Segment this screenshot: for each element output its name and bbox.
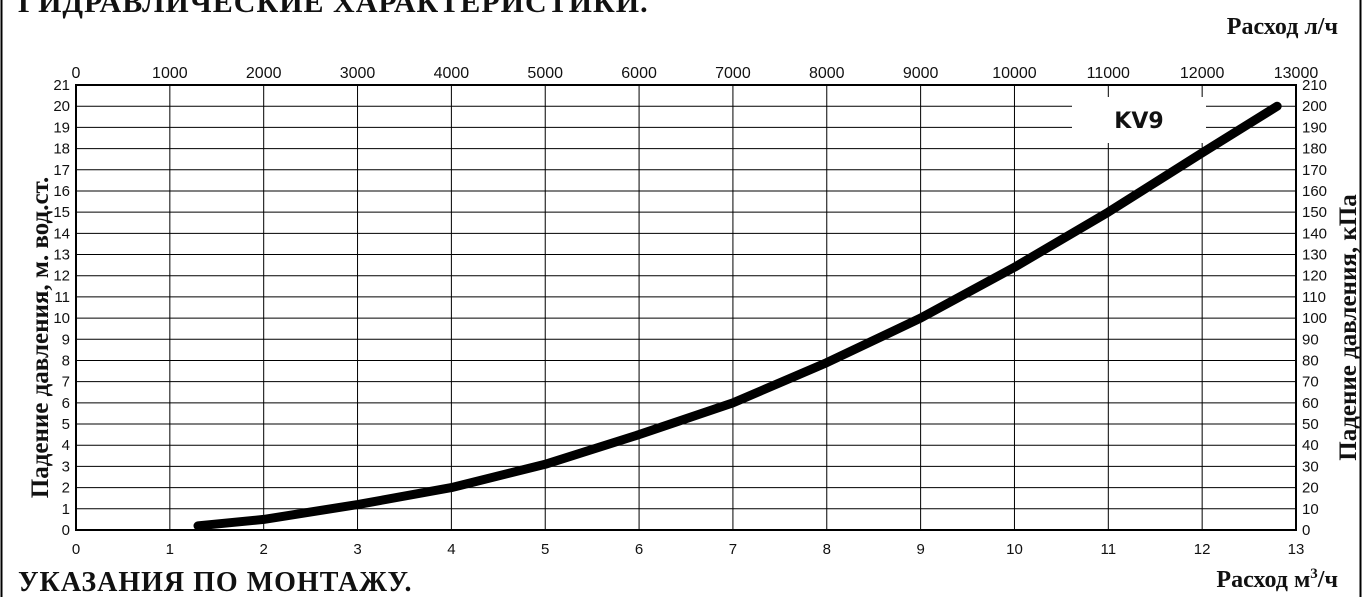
y-tick-right-label: 120 bbox=[1302, 268, 1327, 285]
x-tick-top-label: 9000 bbox=[903, 65, 939, 82]
y-tick-right-label: 110 bbox=[1302, 289, 1326, 306]
x-tick-top-label: 6000 bbox=[621, 65, 657, 82]
y-tick-left-label: 6 bbox=[62, 395, 70, 412]
x-tick-bottom-label: 2 bbox=[260, 541, 268, 558]
y-tick-left-label: 12 bbox=[53, 268, 70, 285]
x-tick-bottom-label: 3 bbox=[353, 541, 361, 558]
y-tick-right-label: 10 bbox=[1302, 501, 1319, 518]
x-tick-bottom-label: 11 bbox=[1101, 541, 1117, 558]
y-tick-right-label: 20 bbox=[1302, 480, 1319, 497]
x-tick-top-label: 12000 bbox=[1180, 65, 1225, 82]
x-tick-top-label: 4000 bbox=[434, 65, 470, 82]
x-tick-top-label: 10000 bbox=[992, 65, 1037, 82]
x-tick-top-label: 3000 bbox=[340, 65, 376, 82]
y-tick-left-label: 1 bbox=[62, 501, 70, 518]
x-tick-top-label: 7000 bbox=[715, 65, 751, 82]
y-tick-right-label: 70 bbox=[1302, 374, 1319, 391]
x-tick-bottom-label: 7 bbox=[729, 541, 737, 558]
y-tick-left-label: 20 bbox=[53, 98, 70, 115]
x-tick-bottom-label: 4 bbox=[447, 541, 455, 558]
y-tick-left-label: 19 bbox=[53, 119, 70, 136]
x-tick-bottom-label: 0 bbox=[72, 541, 80, 558]
x-tick-bottom-label: 12 bbox=[1194, 541, 1211, 558]
y-axis-left-title: Падение давления, м. вод.ст. bbox=[27, 177, 54, 498]
y-tick-left-label: 15 bbox=[53, 204, 70, 221]
y-tick-right-label: 100 bbox=[1302, 310, 1327, 327]
x-tick-bottom-label: 10 bbox=[1006, 541, 1023, 558]
y-tick-left-label: 10 bbox=[53, 310, 70, 327]
y-tick-right-label: 200 bbox=[1302, 98, 1327, 115]
legend-box bbox=[1072, 97, 1206, 143]
y-tick-left-label: 14 bbox=[53, 225, 70, 242]
y-tick-right-label: 30 bbox=[1302, 458, 1319, 475]
x-tick-bottom-label: 6 bbox=[635, 541, 643, 558]
x-tick-top-label: 2000 bbox=[246, 65, 282, 82]
y-tick-left-label: 11 bbox=[54, 289, 70, 306]
y-tick-right-label: 190 bbox=[1302, 119, 1327, 136]
y-tick-left-label: 0 bbox=[62, 522, 70, 539]
y-tick-right-label: 170 bbox=[1302, 162, 1327, 179]
x-tick-bottom-label: 9 bbox=[916, 541, 924, 558]
y-tick-left-label: 2 bbox=[62, 480, 70, 497]
y-tick-right-label: 150 bbox=[1302, 204, 1327, 221]
y-tick-right-label: 0 bbox=[1302, 522, 1310, 539]
y-tick-left-label: 8 bbox=[62, 352, 70, 369]
x-tick-top-label: 1000 bbox=[152, 65, 188, 82]
y-tick-right-label: 60 bbox=[1302, 395, 1319, 412]
y-tick-right-label: 90 bbox=[1302, 331, 1319, 348]
y-tick-left-label: 7 bbox=[62, 374, 70, 391]
x-tick-top-label: 13000 bbox=[1274, 65, 1319, 82]
y-tick-right-label: 160 bbox=[1302, 183, 1327, 200]
x-tick-top-label: 8000 bbox=[809, 65, 845, 82]
pressure-drop-curve bbox=[193, 101, 1282, 531]
y-tick-left-label: 9 bbox=[62, 331, 70, 348]
section-heading: УКАЗАНИЯ ПО МОНТАЖУ. bbox=[18, 567, 413, 598]
y-axis-right-title: Падение давления, кПа bbox=[1335, 194, 1362, 461]
y-tick-left-label: 16 bbox=[53, 183, 70, 200]
y-tick-right-label: 130 bbox=[1302, 247, 1327, 264]
y-tick-right-label: 180 bbox=[1302, 141, 1327, 158]
y-tick-right-label: 80 bbox=[1302, 352, 1319, 369]
bottom-axis-unit: Расход м3/ч bbox=[1216, 566, 1338, 593]
y-tick-left-label: 21 bbox=[53, 77, 70, 94]
plot-frame bbox=[75, 84, 1297, 531]
x-tick-bottom-label: 8 bbox=[823, 541, 831, 558]
y-tick-right-label: 140 bbox=[1302, 225, 1327, 242]
y-tick-left-label: 4 bbox=[62, 437, 70, 454]
top-axis-unit: Расход л/ч bbox=[1226, 14, 1338, 40]
x-tick-top-label: 11000 bbox=[1087, 65, 1130, 82]
y-tick-right-label: 210 bbox=[1302, 77, 1327, 94]
x-tick-top-label: 5000 bbox=[527, 65, 563, 82]
legend-series-label: KV9 bbox=[1114, 109, 1163, 134]
y-tick-left-label: 17 bbox=[53, 162, 70, 179]
y-tick-left-label: 5 bbox=[62, 416, 70, 433]
y-tick-right-label: 40 bbox=[1302, 437, 1319, 454]
x-tick-bottom-label: 1 bbox=[166, 541, 174, 558]
y-tick-left-label: 13 bbox=[53, 247, 70, 264]
x-tick-bottom-label: 5 bbox=[541, 541, 549, 558]
superscript-three: 3 bbox=[1310, 566, 1318, 582]
y-tick-left-label: 3 bbox=[62, 458, 70, 475]
y-tick-left-label: 18 bbox=[53, 141, 70, 158]
y-tick-right-label: 50 bbox=[1302, 416, 1319, 433]
x-tick-top-label: 0 bbox=[72, 65, 81, 82]
page-heading: ГИДРАВЛИЧЕСКИЕ ХАРАКТЕРИСТИКИ. bbox=[18, 0, 649, 19]
x-tick-bottom-label: 13 bbox=[1288, 541, 1305, 558]
